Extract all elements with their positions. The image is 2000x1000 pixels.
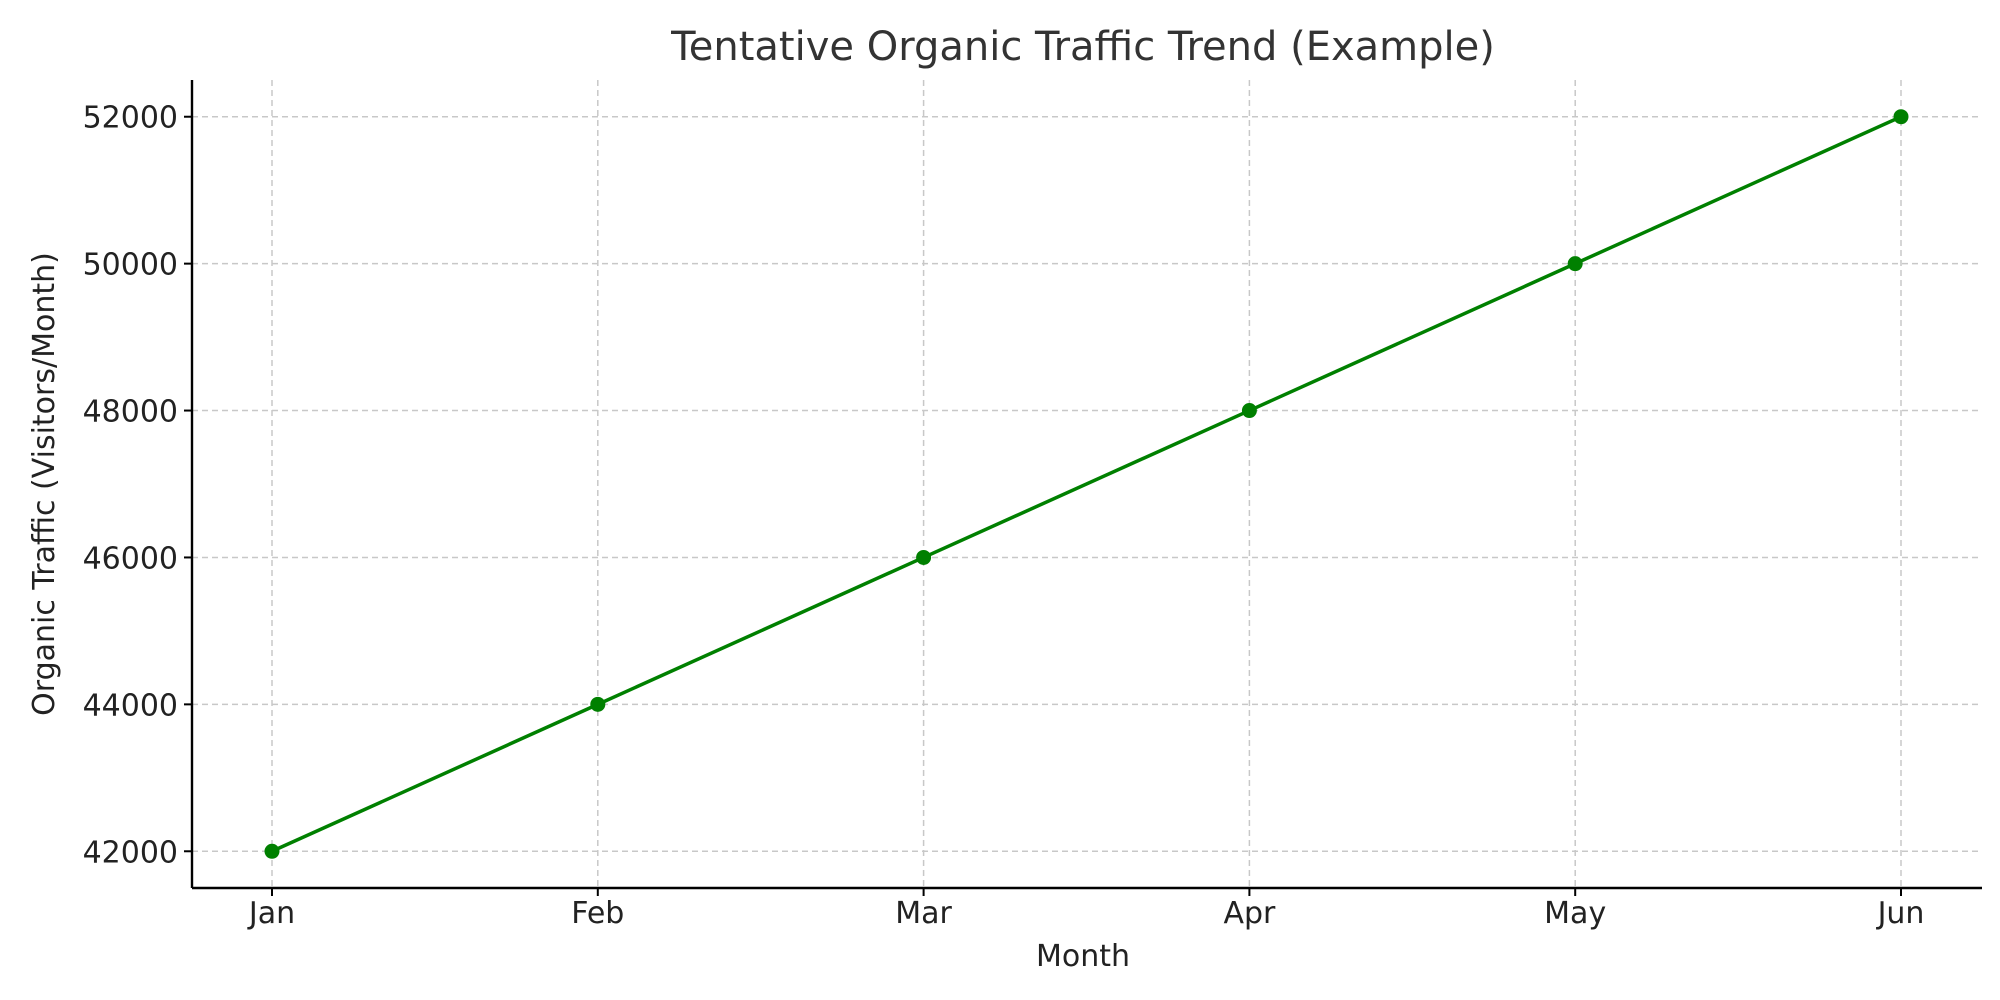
ticks: Jan Feb Mar Apr May Jun 42000 44000 46000 48000 50… (83, 101, 1925, 931)
series-line (271, 115, 1902, 853)
y-tick-label: 50000 (83, 248, 178, 283)
axes (190, 80, 1982, 890)
data-point-jan (264, 843, 280, 859)
data-point-apr (1241, 403, 1257, 419)
x-tick-label: Jan (247, 896, 295, 931)
series (264, 109, 1909, 859)
x-tick-label: Apr (1223, 896, 1276, 931)
x-tick-label: May (1544, 896, 1606, 931)
x-tick-label: Mar (895, 896, 952, 931)
data-point-feb (590, 696, 606, 712)
y-tick-label: 48000 (83, 395, 178, 430)
data-point-may (1567, 256, 1583, 272)
data-point-jun (1893, 109, 1909, 125)
chart-title: Tentative Organic Traffic Trend (Example… (670, 24, 1495, 70)
x-tick-label: Feb (571, 896, 624, 931)
y-tick-label: 46000 (83, 541, 178, 576)
data-point-mar (916, 549, 932, 565)
x-tick-label: Jun (1876, 896, 1925, 931)
y-axis-label: Organic Traffic (Visitors/Month) (27, 252, 62, 716)
y-tick-label: 44000 (83, 688, 178, 723)
y-tick-label: 42000 (83, 835, 178, 870)
y-tick-label: 52000 (83, 101, 178, 136)
grid (192, 80, 1982, 888)
x-axis-label: Month (1036, 939, 1130, 974)
